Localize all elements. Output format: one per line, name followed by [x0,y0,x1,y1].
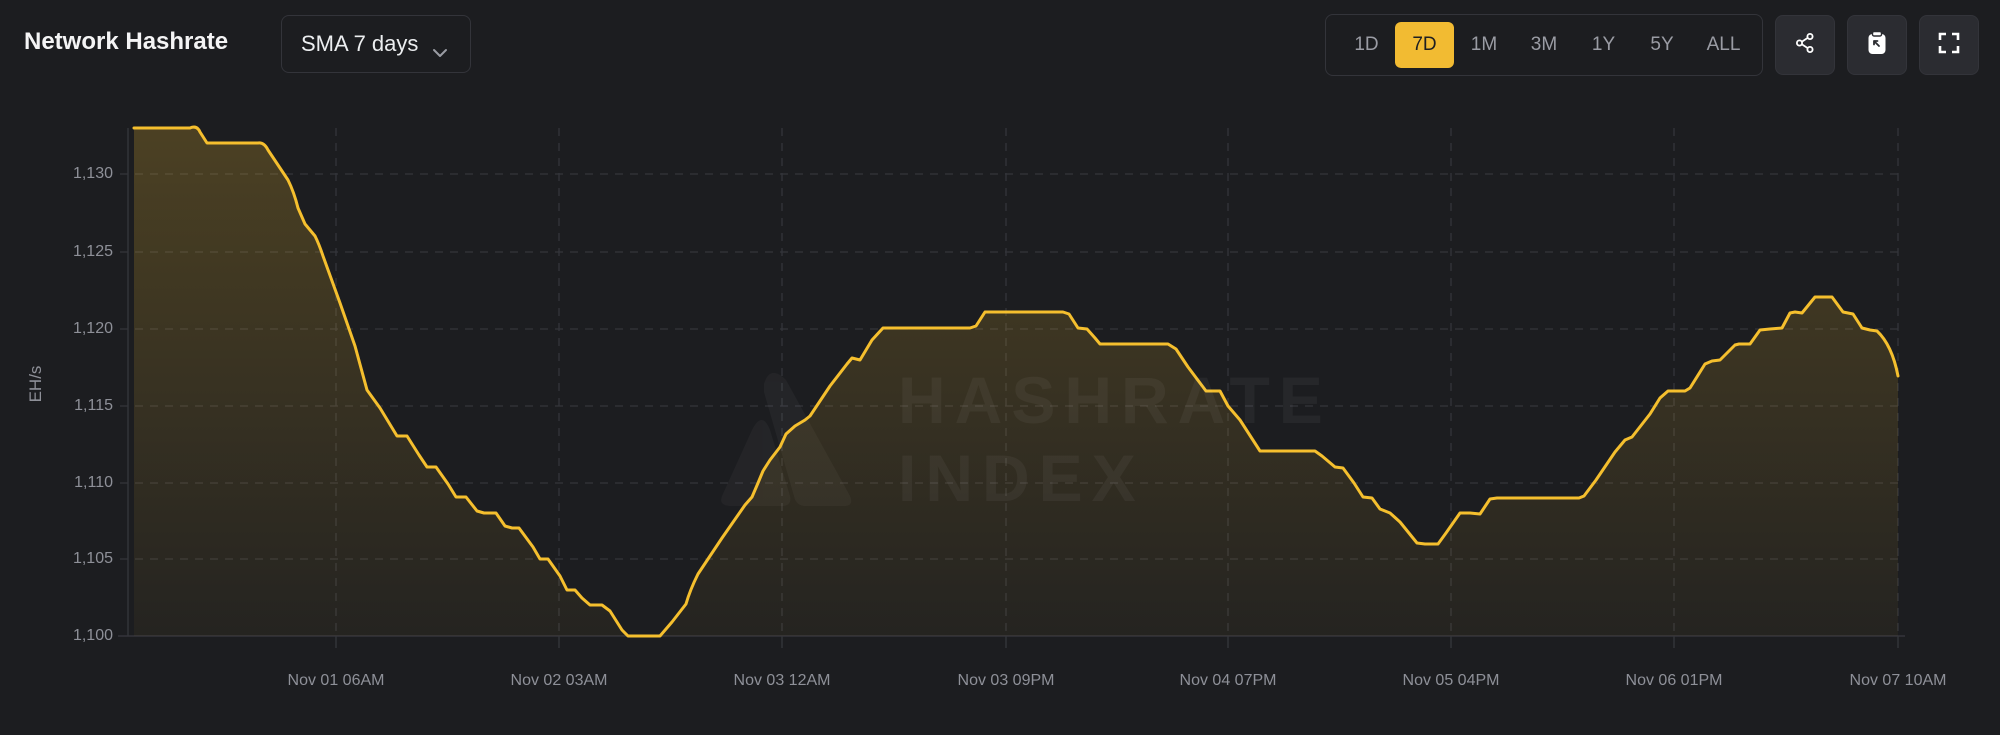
copy-chart-button[interactable] [1847,15,1907,75]
page-title: Network Hashrate [24,28,229,55]
watermark-text-line1: HASHRATE [898,367,1332,433]
clipboard-icon [1865,30,1889,61]
share-button[interactable] [1775,15,1835,75]
range-button-all[interactable]: ALL [1706,34,1741,55]
range-button-1y[interactable]: 1Y [1591,34,1616,55]
chevron-down-icon [432,38,448,64]
x-tick: Nov 02 03AM [510,672,608,689]
y-tick: 1,115 [74,397,113,414]
y-tick: 1,125 [72,243,113,260]
range-button-1d[interactable]: 1D [1354,34,1379,55]
smoothing-select-value: SMA 7 days [301,31,419,56]
time-range-group: 1D 7D 1M 3M 1Y 5Y ALL [1325,14,1763,76]
y-tick: 1,130 [72,165,113,182]
share-icon [1793,31,1817,60]
x-tick: Nov 03 12AM [733,672,831,689]
hashrate-line [132,125,1900,638]
watermark-text-line2: INDEX [898,445,1145,511]
fullscreen-button[interactable] [1919,15,1979,75]
y-tick: 1,105 [72,550,113,567]
x-tick: Nov 07 10AM [1849,672,1947,689]
range-button-5y[interactable]: 5Y [1650,34,1674,55]
range-button-3m[interactable]: 3M [1530,34,1558,55]
smoothing-select[interactable]: SMA 7 days [281,15,471,73]
x-tick: Nov 03 09PM [957,672,1055,689]
x-tick: Nov 06 01PM [1625,672,1723,689]
x-tick: Nov 04 07PM [1179,672,1277,689]
range-button-7d[interactable]: 7D [1395,22,1454,68]
y-tick: 1,120 [72,320,113,337]
y-tick: 1,100 [72,627,113,644]
range-button-1m[interactable]: 1M [1470,34,1498,55]
x-tick: Nov 05 04PM [1402,672,1500,689]
hashrate-area [134,127,1898,636]
y-tick: 1,110 [74,474,113,491]
fullscreen-icon [1937,31,1961,60]
x-tick: Nov 01 06AM [287,672,385,689]
